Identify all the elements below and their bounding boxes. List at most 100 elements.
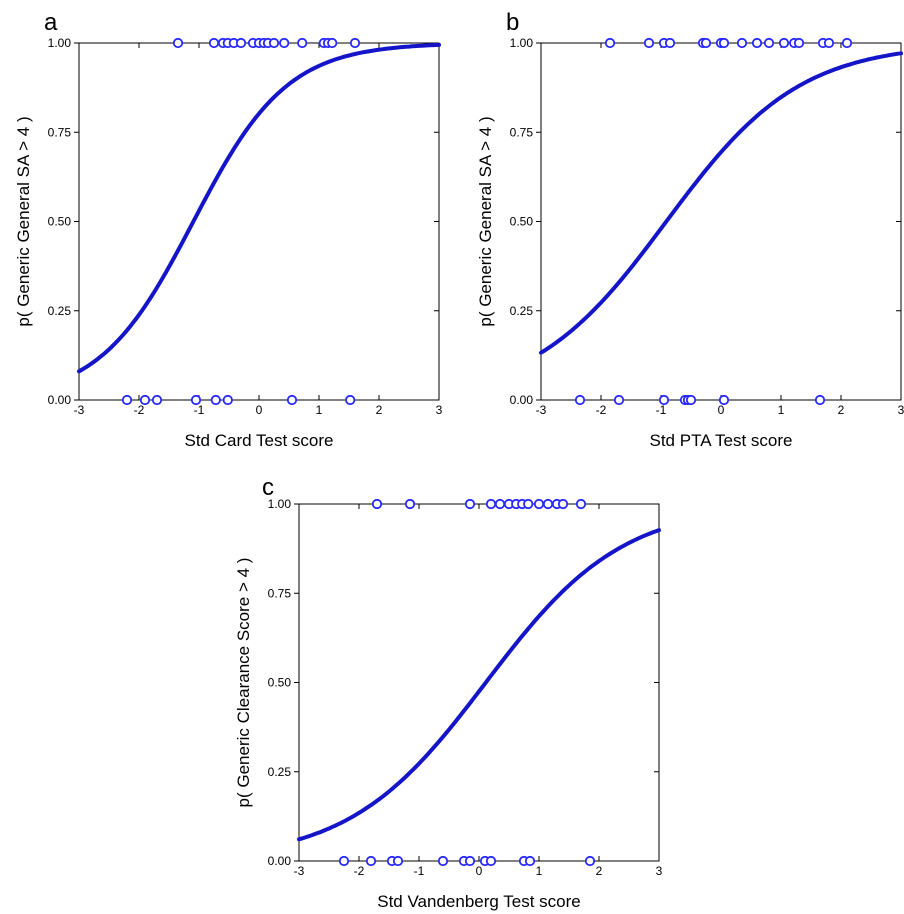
data-point-outcome-1 <box>751 37 763 49</box>
data-point-outcome-1 <box>494 498 506 510</box>
y-axis-label: p( Generic Clearance Score > 4 ) <box>234 558 253 808</box>
data-point-outcome-0 <box>437 855 449 867</box>
data-point-outcome-0 <box>365 855 377 867</box>
y-axis-label: p( Generic General SA > 4 ) <box>14 116 33 326</box>
x-tick-label: 3 <box>656 864 663 878</box>
data-point-outcome-0 <box>574 394 586 406</box>
x-tick-label: 1 <box>778 403 785 417</box>
y-tick-label: 0.75 <box>510 125 534 139</box>
data-point-outcome-1 <box>718 37 730 49</box>
data-point-outcome-0 <box>584 855 596 867</box>
data-point-outcome-1 <box>604 37 616 49</box>
data-point-outcome-0 <box>338 855 350 867</box>
data-point-outcome-0 <box>814 394 826 406</box>
x-tick-label: 0 <box>718 403 725 417</box>
data-point-outcome-0 <box>139 394 151 406</box>
x-tick-label: -3 <box>294 864 305 878</box>
data-point-outcome-1 <box>823 37 835 49</box>
data-point-outcome-1 <box>523 498 534 510</box>
x-tick-label: 3 <box>898 403 904 417</box>
y-tick-label: 1.00 <box>268 497 292 511</box>
data-point-outcome-1 <box>778 37 790 49</box>
data-point-outcome-1 <box>268 37 280 49</box>
panel-letter: a <box>44 9 58 36</box>
y-tick-label: 0.00 <box>510 393 534 407</box>
data-point-outcome-1 <box>557 498 569 510</box>
data-point-outcome-1 <box>208 37 220 49</box>
data-point-outcome-1 <box>485 498 497 510</box>
data-point-outcome-0 <box>121 394 133 406</box>
data-point-outcome-1 <box>297 37 308 49</box>
data-point-outcome-0 <box>658 394 670 406</box>
data-point-outcome-1 <box>664 37 676 49</box>
x-tick-label: -2 <box>354 864 365 878</box>
x-tick-label: 2 <box>596 864 603 878</box>
y-tick-label: 0.00 <box>48 393 72 407</box>
data-point-outcome-1 <box>533 498 545 510</box>
y-tick-label: 0.50 <box>510 215 534 229</box>
data-point-outcome-0 <box>685 394 697 406</box>
x-tick-label: -1 <box>656 403 667 417</box>
data-point-outcome-0 <box>210 394 221 406</box>
panel-letter: c <box>262 474 274 501</box>
y-tick-label: 0.75 <box>268 586 292 600</box>
panel-c: -3 -2 -1 0 1 2 3 0.00 0.25 0.50 0.75 1.00 Std Vanden… <box>234 474 663 911</box>
data-point-outcome-1 <box>327 37 338 49</box>
panel-letter: b <box>506 9 519 36</box>
data-point-outcome-1 <box>793 37 805 49</box>
y-tick-label: 0.25 <box>510 304 534 318</box>
plot-frame <box>540 42 902 401</box>
data-point-outcome-1 <box>736 37 748 49</box>
data-point-outcome-0 <box>286 394 298 406</box>
x-tick-label: -3 <box>536 403 547 417</box>
x-tick-label: 2 <box>838 403 845 417</box>
data-point-outcome-1 <box>279 37 290 49</box>
x-tick-label: 2 <box>376 403 383 417</box>
x-tick-label: -2 <box>596 403 607 417</box>
data-point-outcome-1 <box>841 37 853 49</box>
data-point-outcome-0 <box>524 855 536 867</box>
data-point-outcome-0 <box>345 394 356 406</box>
data-point-outcome-1 <box>643 37 655 49</box>
logistic-curve <box>539 51 903 355</box>
y-axis-label: p( Generic General SA > 4 ) <box>476 116 495 326</box>
y-tick-label: 0.50 <box>268 676 292 690</box>
data-point-outcome-1 <box>172 37 184 49</box>
x-tick-label: 0 <box>256 403 263 417</box>
data-point-outcome-0 <box>151 394 163 406</box>
panel-a: -3 -2 -1 0 1 2 3 0.00 0.25 0.50 0.75 1.00 Std Card T… <box>14 9 443 450</box>
data-point-outcome-1 <box>349 37 361 49</box>
x-tick-label: 1 <box>536 864 543 878</box>
x-tick-label: 1 <box>316 403 323 417</box>
y-tick-label: 0.75 <box>48 125 72 139</box>
x-tick-label: 0 <box>476 864 483 878</box>
logistic-curve <box>77 42 441 374</box>
y-tick-label: 1.00 <box>510 36 534 50</box>
data-point-outcome-1 <box>371 498 383 510</box>
data-point-outcome-1 <box>763 37 775 49</box>
y-tick-label: 1.00 <box>48 36 72 50</box>
data-point-outcome-1 <box>235 37 247 49</box>
x-tick-label: 3 <box>436 403 443 417</box>
data-point-outcome-0 <box>392 855 404 867</box>
panel-b: -3 -2 -1 0 1 2 3 0.00 0.25 0.50 0.75 1.00 Std PTA Te… <box>476 9 904 450</box>
data-point-outcome-0 <box>485 855 497 867</box>
x-axis-label: Std Vandenberg Test score <box>377 892 581 911</box>
y-tick-label: 0.00 <box>268 854 292 868</box>
y-tick-label: 0.25 <box>48 304 72 318</box>
plot-frame <box>78 42 440 401</box>
data-point-outcome-0 <box>464 855 476 867</box>
x-axis-label: Std PTA Test score <box>650 431 793 450</box>
data-point-outcome-0 <box>222 394 233 406</box>
y-tick-label: 0.50 <box>48 215 72 229</box>
x-axis-label: Std Card Test score <box>185 431 334 450</box>
logistic-curve <box>297 528 661 842</box>
data-point-outcome-0 <box>718 394 730 406</box>
data-point-outcome-1 <box>700 37 712 49</box>
data-point-outcome-1 <box>404 498 416 510</box>
data-point-outcome-1 <box>464 498 476 510</box>
x-tick-label: -3 <box>74 403 85 417</box>
data-point-outcome-1 <box>575 498 587 510</box>
x-tick-label: -2 <box>134 403 145 417</box>
